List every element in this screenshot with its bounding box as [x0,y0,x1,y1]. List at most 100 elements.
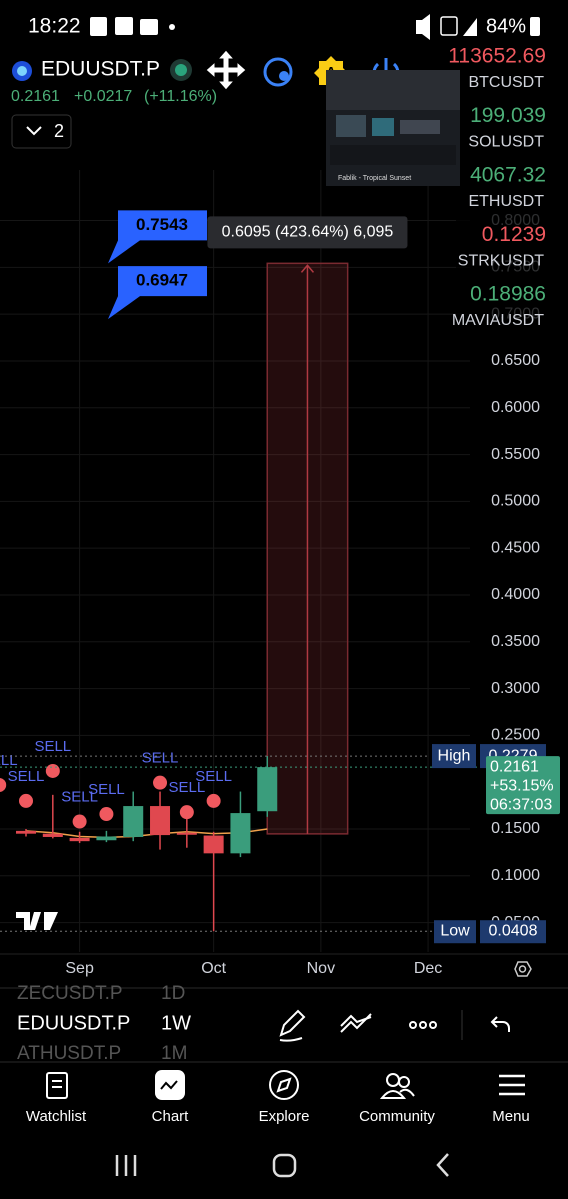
picker-symbol[interactable]: ZECUSDT.P [17,983,123,1004]
sell-dot [206,793,221,808]
picker-interval[interactable]: 1M [161,1043,187,1064]
status-battery: 84% [486,15,526,37]
y-tick-label: 0.6000 [491,399,540,416]
visibility-icon[interactable] [263,57,293,87]
header-price: 0.2161 [11,88,60,105]
y-tick-label: 0.1000 [491,867,540,884]
more-icon[interactable] [409,1021,437,1029]
watchlist-symbol[interactable]: ETHUSDT [468,193,544,210]
picker-interval[interactable]: 1W [161,1012,191,1034]
watchlist-icon[interactable] [46,1072,68,1099]
low-tag [434,920,476,944]
nav-label[interactable]: Menu [492,1108,530,1125]
low-tag-label: Low [440,922,470,939]
sell-dot [0,778,7,792]
back-button[interactable] [436,1153,449,1177]
video-thumbnail[interactable]: Fablik - Tropical Sunset [326,70,460,186]
nav-label[interactable]: Watchlist [26,1108,87,1125]
candle-body [96,836,117,841]
symbol-name[interactable]: EDUUSDT.P [41,58,160,81]
settings-icon[interactable] [514,961,532,977]
watchlist-price: 113652.69 [448,45,546,68]
sell-label: SELL [8,768,45,785]
moving-average [25,828,268,839]
price-flag[interactable] [108,266,207,320]
x-tick-label: Oct [201,960,226,977]
candle-body [230,813,251,854]
high-tag [432,744,476,769]
signal-5g-icon [440,16,458,36]
menu-icon[interactable] [499,1074,525,1096]
sell-dot [99,807,114,822]
x-tick-label: Sep [65,960,94,977]
home-button[interactable] [272,1153,297,1178]
y-tick-label: 0.4000 [491,586,540,603]
sell-label: SELL [142,750,179,767]
watchlist-price: 199.039 [470,104,546,127]
last-tag [486,756,560,815]
nav-label[interactable]: Chart [152,1108,190,1125]
watchlist-symbol[interactable]: MAVIAUSDT [452,312,544,329]
video-caption: Fablik - Tropical Sunset [338,175,411,182]
watchlist-price: 4067.32 [470,164,546,187]
sell-label: SELL [0,752,18,769]
symbol-picker[interactable]: ZECUSDT.P 1D EDUUSDT.P 1W ATHUSDT.P 1M [17,983,191,1064]
candle-body [42,833,63,837]
last-change: +53.15% [490,777,554,794]
y-tick-label: 0.4500 [491,539,540,556]
measure-arrow-head [300,264,315,273]
header-change-pct: (+11.16%) [144,88,217,105]
watchlist-symbol[interactable]: SOLUSDT [468,134,544,151]
chart-layer: SELLSELLSELLSELLSELLSELLSELLSELL [0,262,349,932]
settings-icon-center [518,965,527,973]
low-value-tag [480,920,546,944]
x-tick-label: Nov [307,960,335,977]
sell-label: SELL [195,768,232,785]
candle-body [123,806,144,837]
candle-body [257,767,278,812]
symbol-logo-inner [17,66,27,76]
watchlist-price: 0.18986 [470,283,546,306]
sell-dot [72,814,87,829]
measure-label-bg [207,216,408,249]
status-icon [140,19,158,35]
high-tag-label: High [438,747,471,764]
picker-interval[interactable]: 1D [161,983,185,1004]
y-tick-label: 0.2500 [491,727,540,744]
sell-label: SELL [168,779,205,796]
nav-label[interactable]: Explore [259,1108,310,1125]
sell-dot [153,775,168,790]
explore-icon[interactable] [269,1070,299,1100]
y-tick-label: 0.3000 [491,680,540,697]
candle-body [69,837,90,842]
layouts-button[interactable] [11,114,72,149]
watchlist-price: 0.1239 [482,223,546,246]
y-tick-label: 0.3500 [491,633,540,650]
picker-symbol[interactable]: ATHUSDT.P [17,1043,121,1064]
mute-icon [416,14,430,40]
watchlist-symbol[interactable]: STRKUSDT [458,253,544,270]
tv-logo [16,912,58,930]
chart-icon[interactable] [155,1070,185,1100]
x-tick-label: Dec [414,960,442,977]
picker-symbol[interactable]: EDUUSDT.P [17,1012,130,1034]
sell-dot [19,793,34,808]
draw-icon[interactable] [279,1009,306,1042]
move-icon[interactable] [205,49,247,91]
price-flag-label: 0.6947 [136,271,188,290]
community-icon[interactable] [379,1073,415,1099]
undo-icon[interactable] [490,1016,510,1032]
android-nav [115,1153,449,1178]
nav-label[interactable]: Community [359,1108,435,1125]
price-flag-label: 0.7543 [136,215,188,234]
market-status-dot [175,64,187,76]
sell-label: SELL [61,788,98,805]
watchlist-symbol[interactable]: BTCUSDT [468,74,544,91]
candle-body [16,830,37,834]
price-flag[interactable] [108,210,207,264]
battery-icon [530,17,540,36]
indicator-icon[interactable] [340,1013,372,1033]
watchlist: 113652.69 BTCUSDT 199.039 SOLUSDT 4067.32 ETH… [448,45,546,330]
measure-label: 0.6095 (423.64%) 6,095 [222,224,394,241]
y-tick-label: 0.5500 [491,446,540,463]
